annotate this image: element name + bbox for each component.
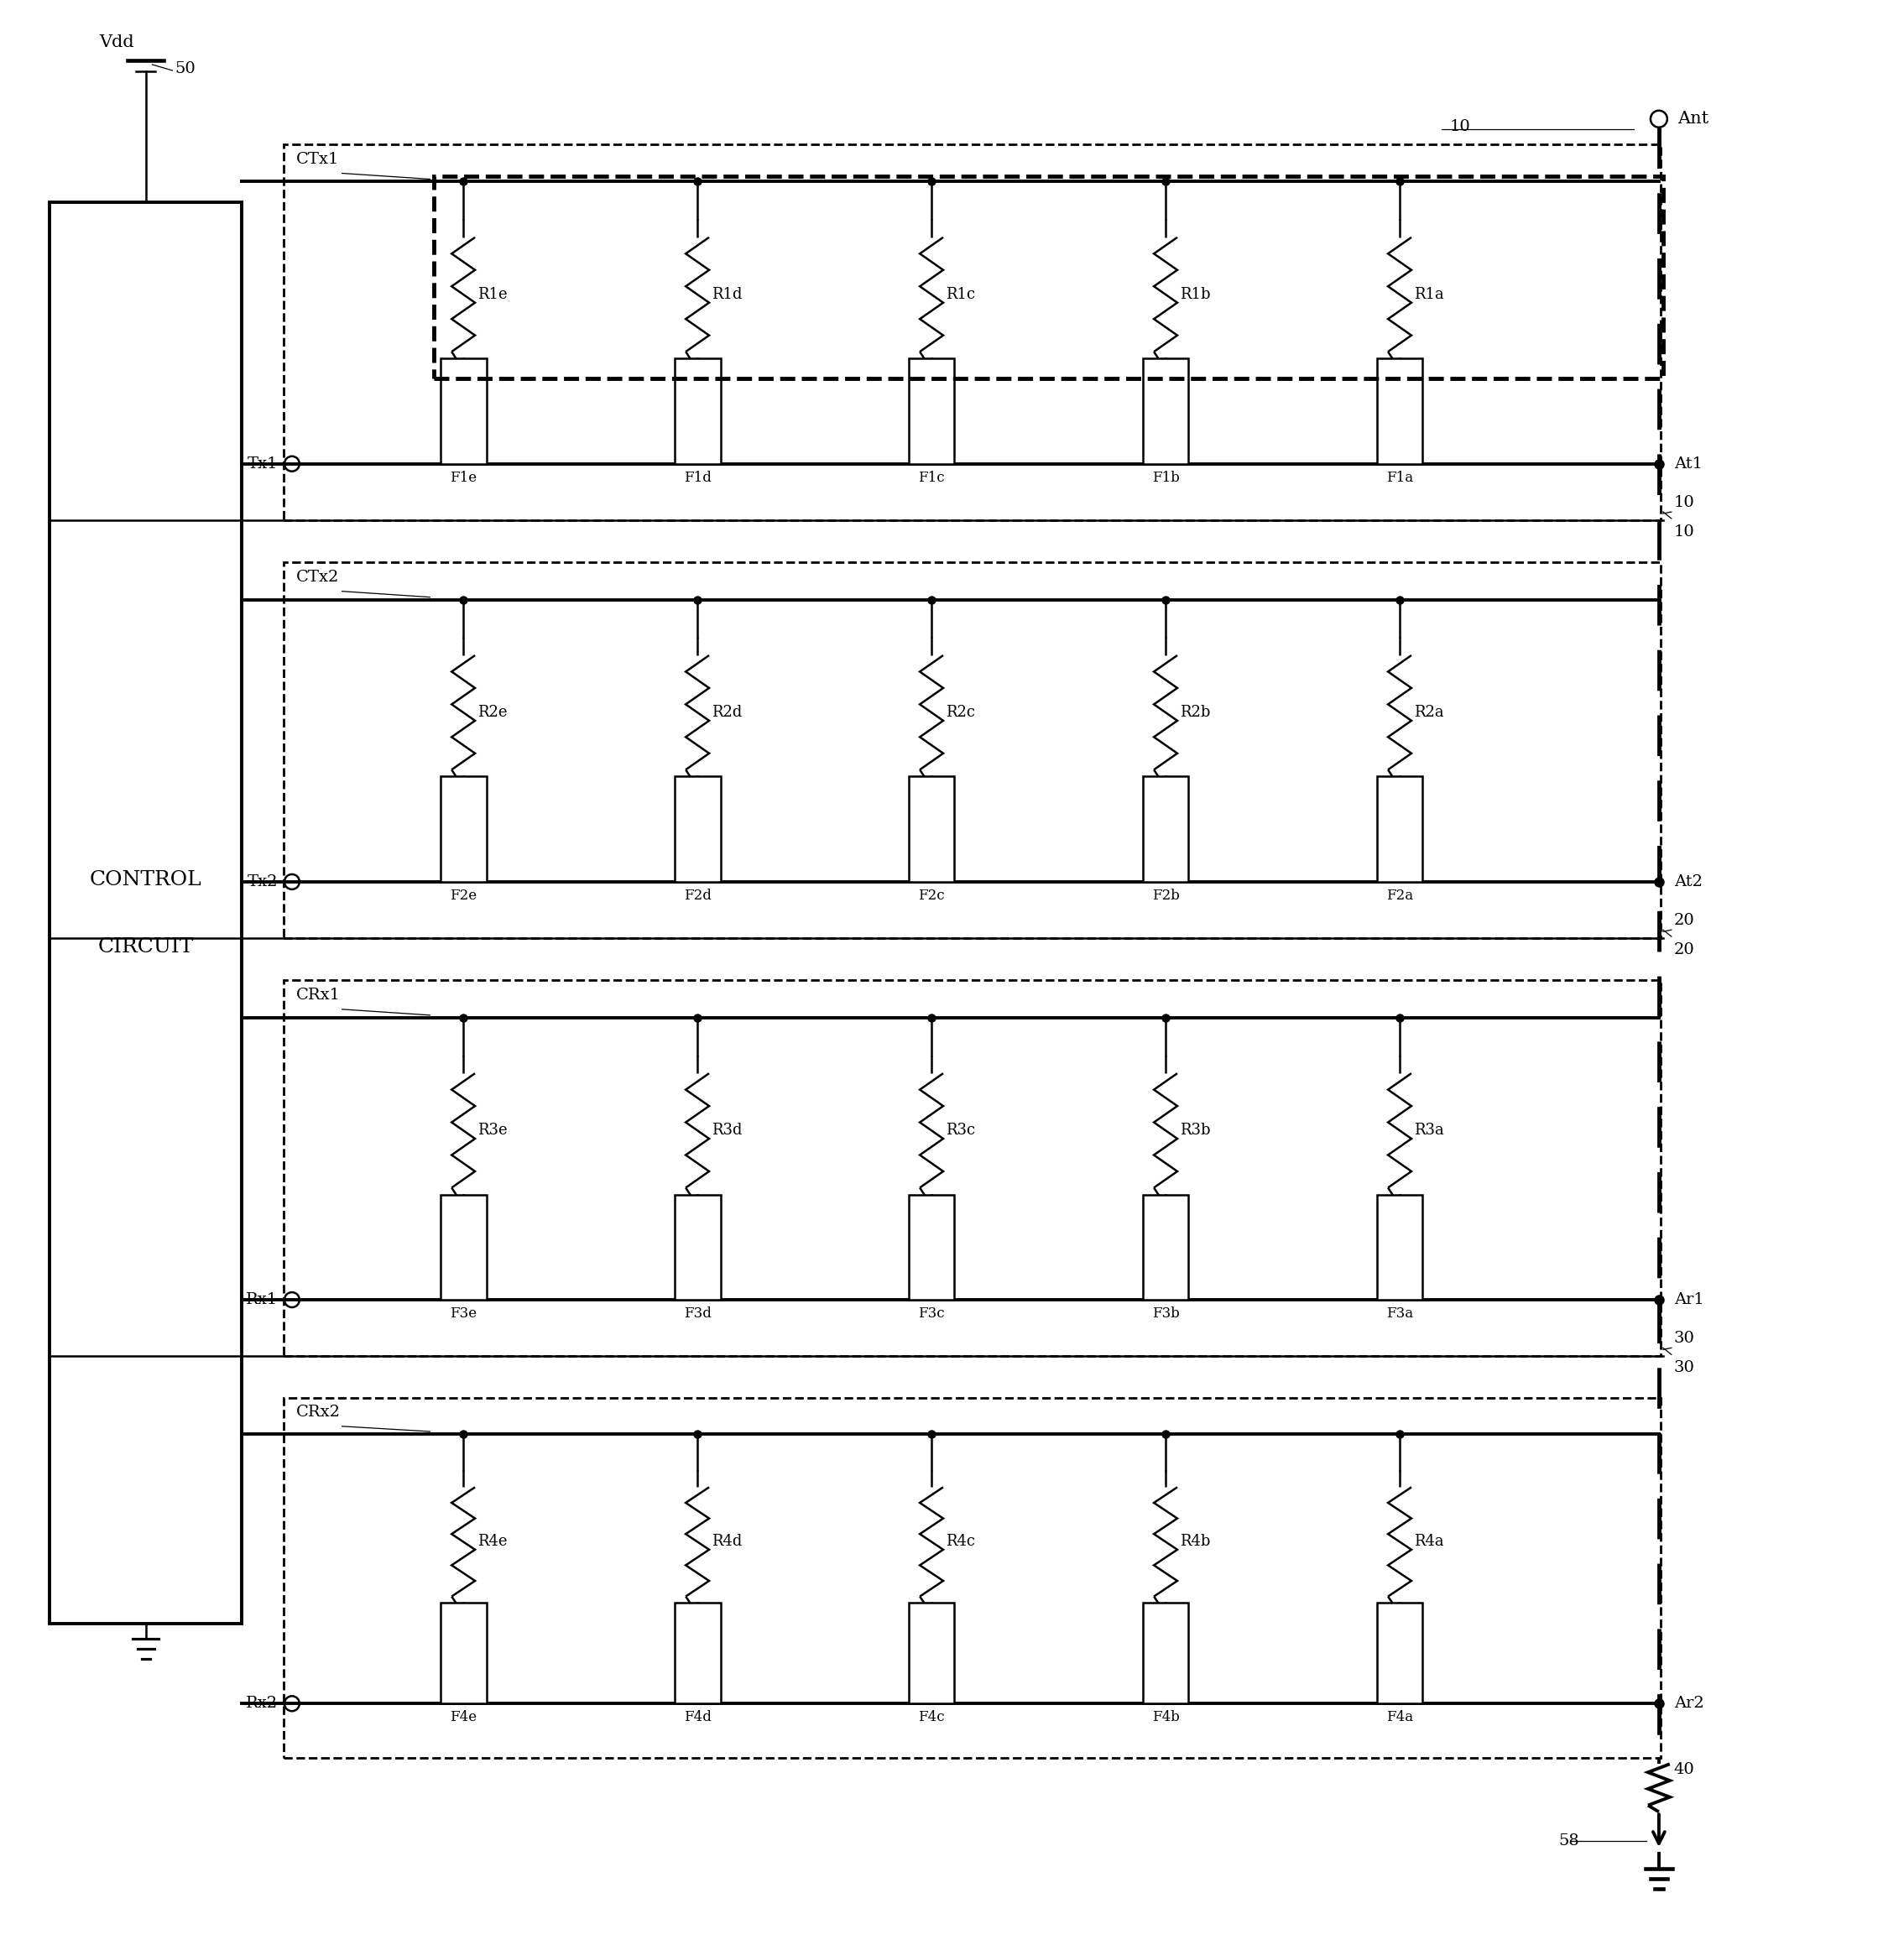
- Text: R4b: R4b: [1180, 1535, 1211, 1550]
- Text: Ar2: Ar2: [1674, 1696, 1704, 1712]
- Bar: [440, 1194, 486, 1299]
- Text: R1c: R1c: [946, 288, 975, 301]
- Text: F4c: F4c: [918, 1710, 944, 1725]
- Text: CONTROL: CONTROL: [89, 869, 202, 889]
- Text: Rx2: Rx2: [246, 1696, 278, 1712]
- Text: 58: 58: [1559, 1834, 1578, 1848]
- Bar: [908, 776, 954, 881]
- Text: 30: 30: [1674, 1330, 1695, 1346]
- Text: Rx1: Rx1: [246, 1291, 278, 1307]
- Bar: [908, 358, 954, 463]
- Text: CTx2: CTx2: [297, 570, 339, 585]
- Bar: [674, 1603, 720, 1704]
- Bar: [50, 202, 242, 1624]
- Text: F2c: F2c: [918, 889, 944, 902]
- Bar: [908, 1194, 954, 1299]
- Text: 20: 20: [1674, 912, 1695, 928]
- Bar: [284, 980, 1660, 1356]
- Text: 10: 10: [1449, 119, 1470, 134]
- Text: Tx2: Tx2: [248, 873, 278, 889]
- Text: F1e: F1e: [449, 471, 476, 484]
- Text: F1d: F1d: [684, 471, 712, 484]
- Text: 10: 10: [1674, 525, 1695, 539]
- Bar: [1377, 358, 1422, 463]
- Text: Tx1: Tx1: [248, 457, 278, 471]
- Text: CRx1: CRx1: [297, 988, 341, 1002]
- Text: R3b: R3b: [1180, 1122, 1211, 1138]
- Text: F4b: F4b: [1152, 1710, 1179, 1725]
- Text: R2c: R2c: [946, 704, 975, 720]
- Text: 40: 40: [1674, 1762, 1695, 1778]
- Text: CTx1: CTx1: [297, 152, 339, 167]
- Text: F4d: F4d: [684, 1710, 712, 1725]
- Text: Ar1: Ar1: [1674, 1291, 1704, 1307]
- Text: R3c: R3c: [946, 1122, 975, 1138]
- Text: R2d: R2d: [712, 704, 743, 720]
- Text: R1e: R1e: [478, 288, 508, 301]
- Text: R4e: R4e: [478, 1535, 506, 1550]
- Text: F1b: F1b: [1152, 471, 1179, 484]
- Text: F4e: F4e: [449, 1710, 476, 1725]
- Text: R1d: R1d: [712, 288, 743, 301]
- Text: F1c: F1c: [918, 471, 944, 484]
- Text: At2: At2: [1674, 873, 1702, 889]
- Bar: [1142, 776, 1188, 881]
- Text: F1a: F1a: [1386, 471, 1413, 484]
- Bar: [440, 776, 486, 881]
- Bar: [434, 177, 1662, 377]
- Bar: [1377, 1194, 1422, 1299]
- Text: R4d: R4d: [712, 1535, 743, 1550]
- Text: F2a: F2a: [1386, 889, 1413, 902]
- Text: Ant: Ant: [1677, 111, 1708, 126]
- Bar: [284, 1398, 1660, 1758]
- Text: Vdd: Vdd: [99, 35, 135, 51]
- Bar: [284, 144, 1660, 519]
- Text: R2a: R2a: [1415, 704, 1443, 720]
- Bar: [1377, 1603, 1422, 1704]
- Text: R1a: R1a: [1415, 288, 1443, 301]
- Text: R3a: R3a: [1415, 1122, 1443, 1138]
- Text: F3b: F3b: [1152, 1307, 1179, 1321]
- Bar: [1377, 776, 1422, 881]
- Bar: [674, 776, 720, 881]
- Bar: [1142, 1603, 1188, 1704]
- Text: R2e: R2e: [478, 704, 506, 720]
- Text: 50: 50: [175, 60, 196, 76]
- Bar: [1142, 358, 1188, 463]
- Bar: [284, 562, 1660, 937]
- Text: F3a: F3a: [1386, 1307, 1413, 1321]
- Text: CRx2: CRx2: [297, 1404, 341, 1420]
- Bar: [674, 358, 720, 463]
- Text: 30: 30: [1674, 1360, 1695, 1375]
- Text: R3d: R3d: [712, 1122, 743, 1138]
- Text: R4c: R4c: [946, 1535, 975, 1550]
- Text: F2e: F2e: [449, 889, 476, 902]
- Text: F3d: F3d: [684, 1307, 712, 1321]
- Text: R2b: R2b: [1180, 704, 1211, 720]
- Text: CIRCUIT: CIRCUIT: [97, 937, 194, 957]
- Bar: [440, 358, 486, 463]
- Bar: [908, 1603, 954, 1704]
- Bar: [1142, 1194, 1188, 1299]
- Text: At1: At1: [1674, 457, 1702, 471]
- Text: F4a: F4a: [1386, 1710, 1413, 1725]
- Bar: [674, 1194, 720, 1299]
- Text: F3e: F3e: [449, 1307, 476, 1321]
- Text: F2d: F2d: [684, 889, 712, 902]
- Bar: [440, 1603, 486, 1704]
- Text: 10: 10: [1674, 496, 1695, 510]
- Text: 20: 20: [1674, 943, 1695, 957]
- Text: R4a: R4a: [1415, 1535, 1443, 1550]
- Text: R1b: R1b: [1180, 288, 1211, 301]
- Text: F2b: F2b: [1152, 889, 1179, 902]
- Text: F3c: F3c: [918, 1307, 944, 1321]
- Text: R3e: R3e: [478, 1122, 508, 1138]
